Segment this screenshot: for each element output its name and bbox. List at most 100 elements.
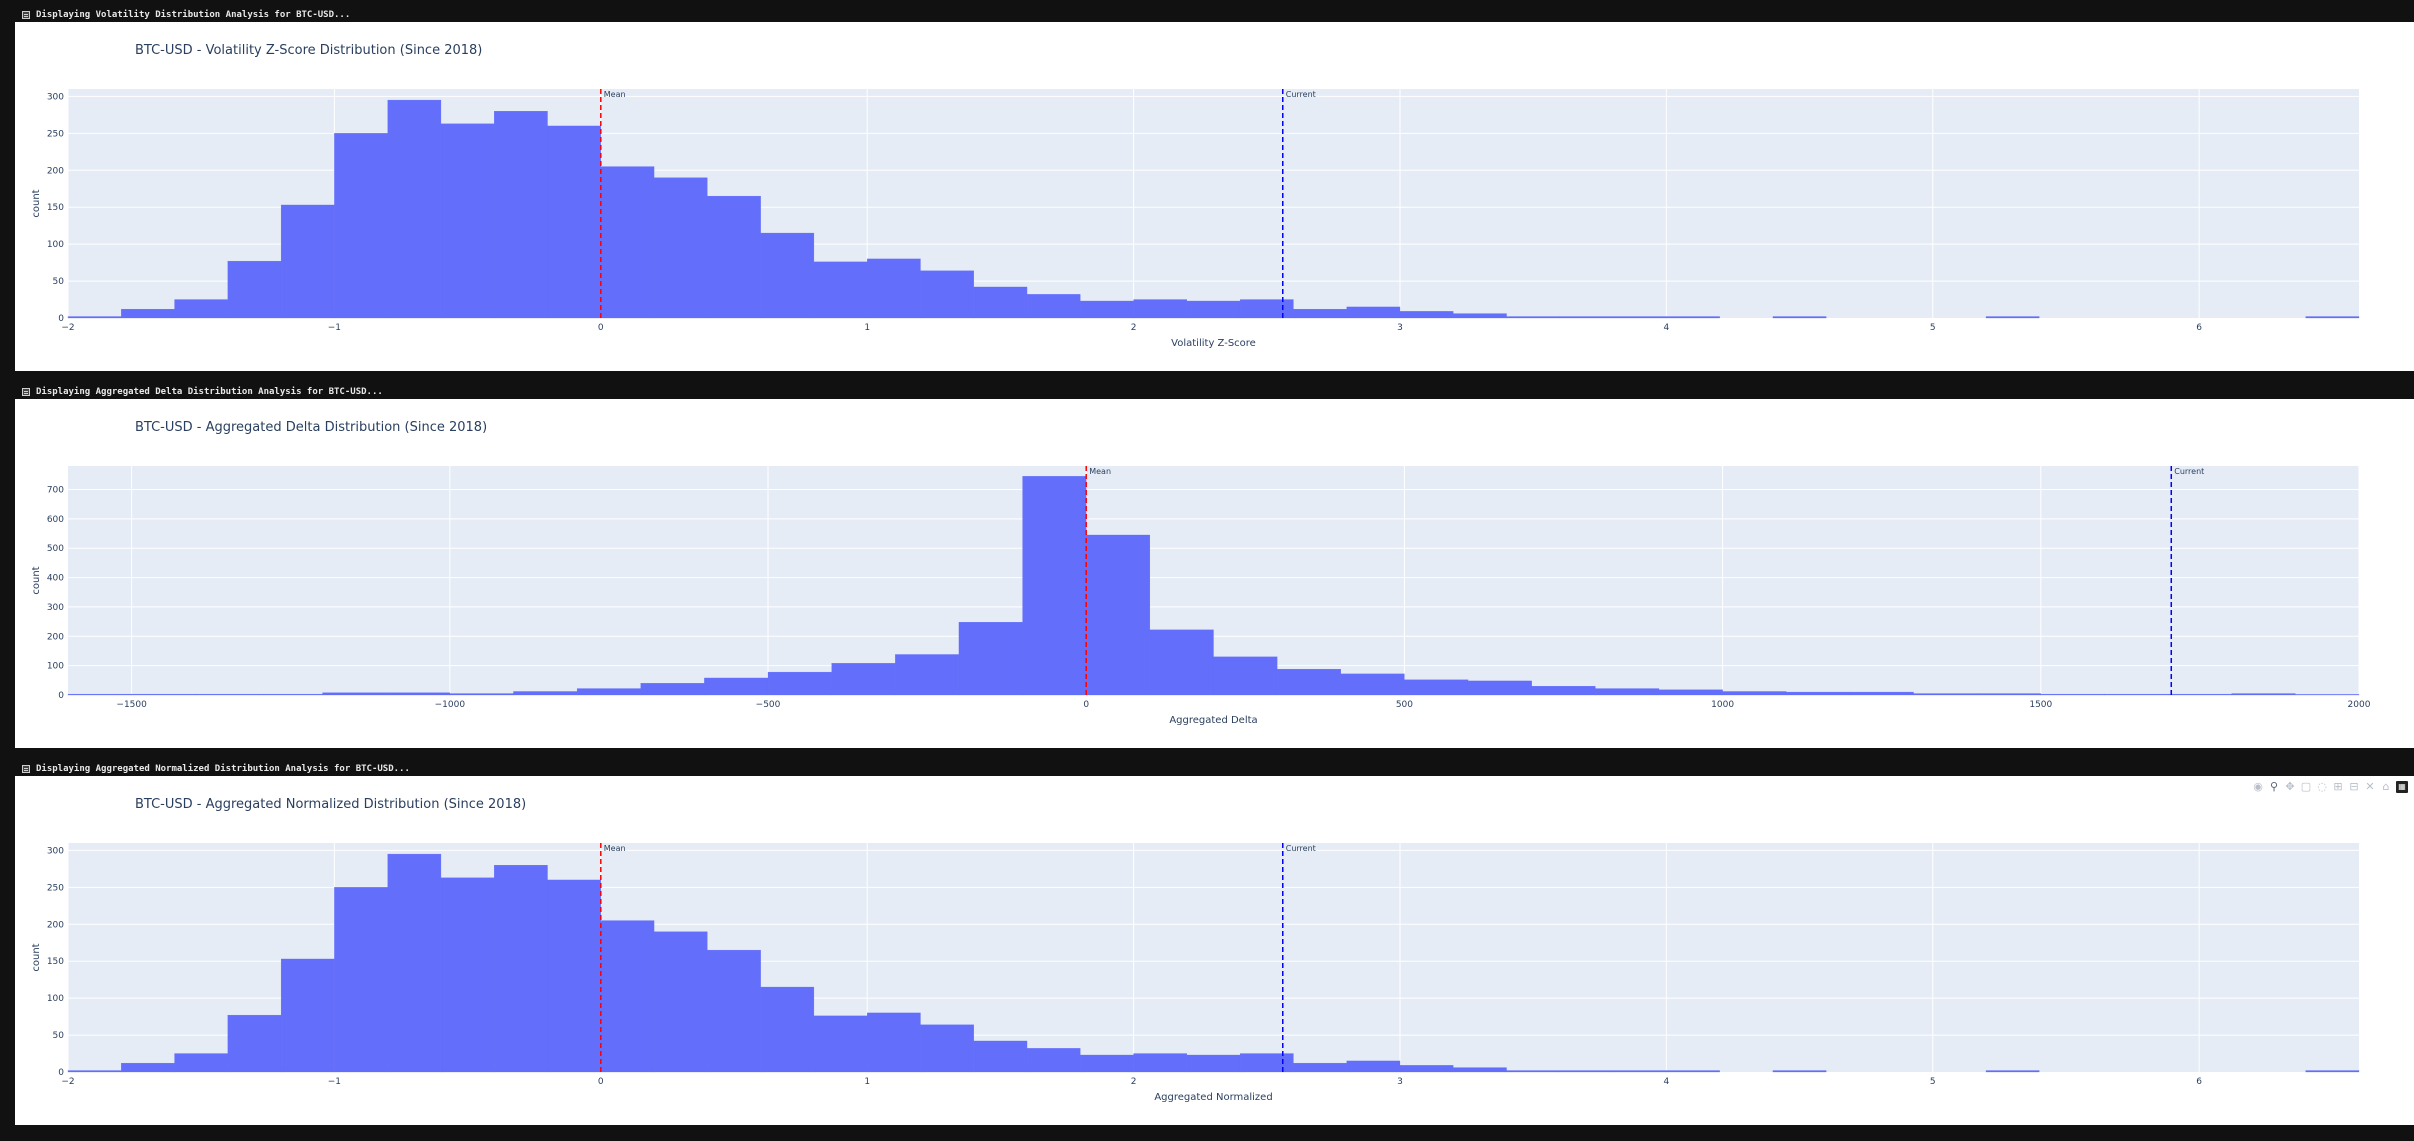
histogram-bar — [1080, 1054, 1134, 1073]
histogram-bar — [174, 299, 228, 319]
current-line-label: Current — [2174, 467, 2204, 476]
section-header-text: Displaying Aggregated Delta Distribution… — [36, 387, 383, 397]
histogram-bar — [653, 931, 708, 1073]
histogram-bar — [920, 1024, 974, 1073]
y-axis-label: count — [31, 943, 42, 971]
mean-line-label: Mean — [604, 844, 626, 853]
mean-line-label: Mean — [1089, 467, 1111, 476]
section-header-volatility: Displaying Volatility Distribution Analy… — [0, 5, 2414, 25]
histogram-bar — [653, 177, 708, 319]
histogram-bar — [1612, 316, 1667, 319]
x-tick-label: 2 — [1131, 323, 1137, 333]
zoom-out-icon[interactable]: ⊟ — [2349, 780, 2359, 793]
normalized-chart[interactable]: BTC-USD - Aggregated Normalized Distribu… — [15, 776, 2414, 1125]
histogram-bar — [1276, 669, 1341, 696]
y-tick-label: 50 — [53, 1031, 65, 1041]
histogram-bar — [895, 654, 960, 696]
x-tick-label: −500 — [756, 700, 781, 710]
chart-title: BTC-USD - Aggregated Delta Distribution … — [135, 420, 487, 435]
histogram-bar — [707, 195, 761, 319]
y-tick-label: 200 — [47, 920, 64, 930]
histogram-bar — [494, 865, 548, 1073]
histogram-bar — [1849, 691, 1914, 696]
x-tick-label: 0 — [598, 323, 604, 333]
x-tick-label: −1 — [328, 1077, 341, 1087]
x-tick-label: −1500 — [116, 700, 147, 710]
histogram-bar — [1658, 689, 1723, 696]
section-header-text: Displaying Volatility Distribution Analy… — [36, 10, 351, 20]
home-icon[interactable]: ⌂ — [2382, 780, 2390, 793]
histogram-bar — [813, 1015, 868, 1073]
lasso-icon[interactable]: ◌ — [2317, 780, 2327, 793]
x-tick-label: −2 — [61, 323, 74, 333]
x-tick-label: 5 — [1930, 1077, 1936, 1087]
y-tick-label: 0 — [58, 691, 64, 701]
y-tick-label: 100 — [47, 662, 64, 672]
delta-chart[interactable]: BTC-USD - Aggregated Delta Distribution … — [15, 399, 2414, 748]
histogram-bar — [121, 308, 175, 319]
chart-title: BTC-USD - Aggregated Normalized Distribu… — [135, 797, 526, 812]
histogram-bar — [1531, 686, 1596, 696]
zoom-in-icon[interactable]: ⊞ — [2333, 780, 2343, 793]
autoscale-icon[interactable]: ✕ — [2365, 780, 2375, 793]
chart-panel-volatility: BTC-USD - Volatility Z-Score Distributio… — [15, 22, 2414, 371]
histogram-bar — [1026, 294, 1081, 319]
histogram-bar — [1133, 1053, 1188, 1073]
x-axis-label: Volatility Z-Score — [1171, 338, 1256, 349]
camera-icon[interactable]: ◉ — [2253, 780, 2263, 793]
x-tick-label: −1000 — [435, 700, 466, 710]
y-tick-label: 0 — [58, 1068, 64, 1078]
volatility-chart[interactable]: BTC-USD - Volatility Z-Score Distributio… — [15, 22, 2414, 371]
plotly-logo-icon[interactable]: ▦ — [2396, 781, 2408, 793]
histogram-bar — [547, 879, 601, 1073]
y-tick-label: 300 — [47, 603, 64, 613]
pan-icon[interactable]: ✥ — [2285, 780, 2295, 793]
y-tick-label: 600 — [47, 515, 64, 525]
histogram-bar — [513, 691, 578, 696]
histogram-bar — [227, 1014, 282, 1073]
histogram-bar — [280, 204, 335, 319]
histogram-bar — [67, 316, 122, 319]
y-tick-label: 400 — [47, 574, 64, 584]
histogram-bar — [1722, 691, 1787, 696]
histogram-bar — [1080, 300, 1134, 319]
histogram-bar — [1086, 534, 1151, 696]
histogram-bar — [1985, 1070, 2040, 1073]
histogram-bar — [973, 1040, 1028, 1073]
mean-line-label: Mean — [604, 90, 626, 99]
y-tick-label: 200 — [47, 632, 64, 642]
histogram-bar — [760, 986, 815, 1073]
histogram-bar — [1913, 693, 1978, 696]
y-axis-label: count — [31, 189, 42, 217]
histogram-bar — [760, 232, 815, 319]
x-tick-label: 1 — [864, 1077, 870, 1087]
histogram-bar — [121, 1062, 175, 1073]
x-tick-label: 5 — [1930, 323, 1936, 333]
histogram-bar — [1666, 1070, 1720, 1073]
histogram-bar — [2295, 694, 2360, 696]
histogram-bar — [576, 688, 641, 696]
histogram-bar — [1612, 1070, 1667, 1073]
y-tick-label: 700 — [47, 485, 64, 495]
current-line-label: Current — [1286, 90, 1316, 99]
chart-icon — [22, 11, 30, 19]
histogram-bar — [334, 133, 388, 319]
chart-icon — [22, 765, 30, 773]
y-tick-label: 150 — [47, 957, 64, 967]
histogram-bar — [600, 920, 655, 1073]
chart-icon — [22, 388, 30, 396]
x-axis-label: Aggregated Delta — [1169, 715, 1257, 726]
y-tick-label: 300 — [47, 92, 64, 102]
box-select-icon[interactable]: ▢ — [2300, 780, 2312, 793]
y-tick-label: 100 — [47, 240, 64, 250]
histogram-bar — [640, 683, 705, 696]
histogram-bar — [867, 258, 921, 319]
zoom-icon[interactable]: ⚲ — [2269, 780, 2279, 793]
x-tick-label: 1 — [864, 323, 870, 333]
x-tick-label: −1 — [328, 323, 341, 333]
histogram-bar — [1399, 1065, 1454, 1073]
histogram-bar — [1977, 693, 2041, 696]
histogram-bar — [1026, 1048, 1081, 1073]
histogram-bar — [2167, 693, 2232, 696]
chart-title: BTC-USD - Volatility Z-Score Distributio… — [135, 43, 482, 58]
